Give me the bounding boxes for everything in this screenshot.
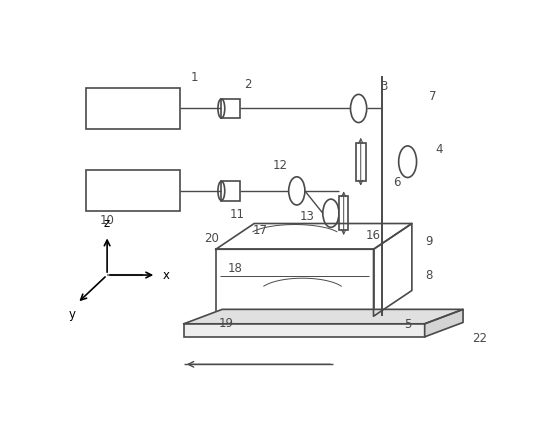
Bar <box>356 143 366 181</box>
Text: y: y <box>69 308 76 321</box>
Text: 2: 2 <box>244 78 251 91</box>
Text: 20: 20 <box>204 232 219 245</box>
Text: z: z <box>104 217 110 231</box>
Polygon shape <box>425 310 463 337</box>
Text: 18: 18 <box>228 261 243 275</box>
Ellipse shape <box>350 95 367 123</box>
Bar <box>339 196 348 231</box>
Text: x: x <box>163 268 169 281</box>
Text: 9: 9 <box>425 235 433 248</box>
Text: 1: 1 <box>191 71 198 84</box>
Text: 11: 11 <box>229 208 245 221</box>
Bar <box>86 88 179 129</box>
Text: 3: 3 <box>381 80 388 93</box>
Bar <box>86 170 179 211</box>
Text: 22: 22 <box>472 332 488 345</box>
Text: 7: 7 <box>430 90 437 103</box>
Text: 4: 4 <box>436 143 443 156</box>
Bar <box>216 249 373 316</box>
Text: 16: 16 <box>366 229 381 242</box>
Polygon shape <box>184 310 463 324</box>
Bar <box>221 181 240 201</box>
Text: 5: 5 <box>404 318 411 331</box>
Bar <box>221 99 240 118</box>
Text: 10: 10 <box>100 214 114 227</box>
Text: 8: 8 <box>425 268 433 281</box>
Text: 12: 12 <box>272 159 287 172</box>
Text: 6: 6 <box>393 176 401 189</box>
Text: 19: 19 <box>219 317 234 330</box>
Text: 17: 17 <box>253 224 268 237</box>
Bar <box>184 324 425 337</box>
Text: 13: 13 <box>300 210 315 223</box>
